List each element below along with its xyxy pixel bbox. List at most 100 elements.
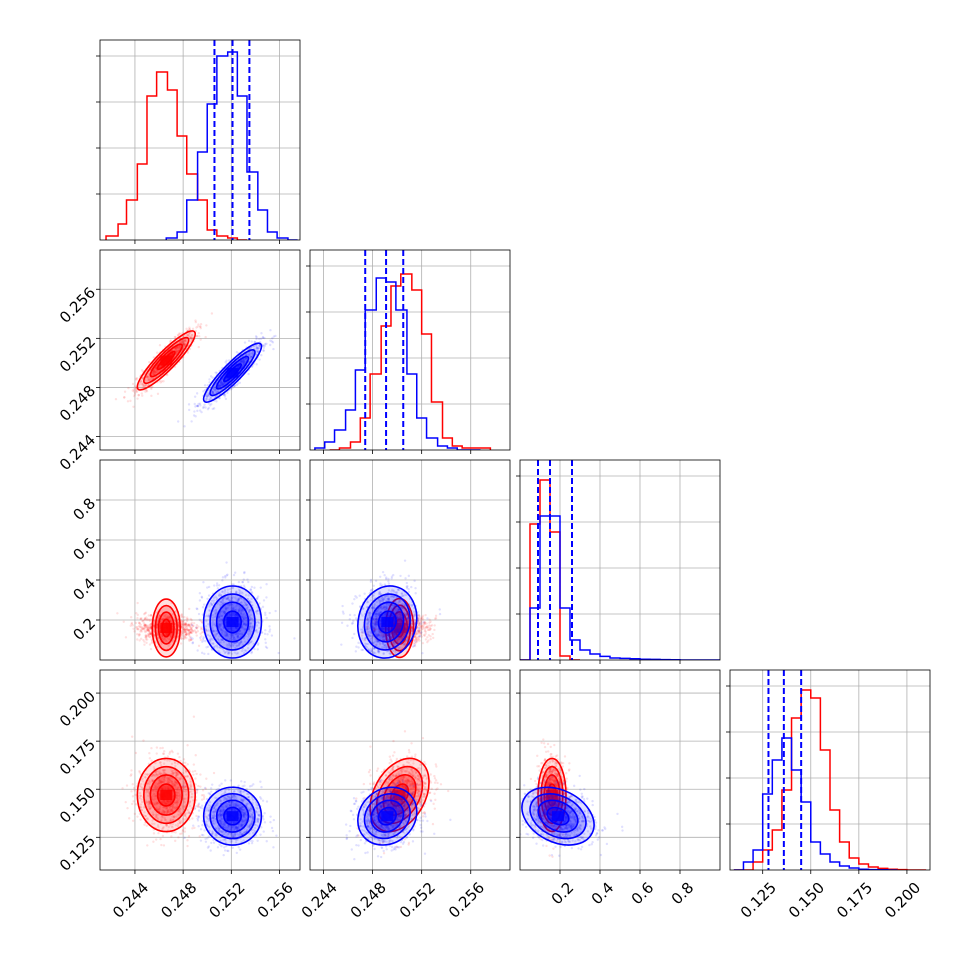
scatter-point	[138, 639, 141, 642]
scatter-point	[248, 352, 252, 355]
scatter-point	[175, 351, 178, 355]
scatter-point	[202, 390, 205, 393]
scatter-point	[176, 635, 180, 639]
scatter-point	[148, 378, 151, 381]
scatter-point	[206, 395, 209, 398]
scatter-point	[132, 405, 135, 408]
scatter-point	[134, 387, 138, 391]
scatter-point	[208, 381, 211, 384]
scatter-point	[254, 335, 258, 338]
scatter-point	[247, 352, 251, 356]
scatter-point	[156, 645, 159, 649]
scatter-point	[269, 343, 272, 347]
scatter-point	[383, 573, 386, 577]
panel-2-1	[306, 459, 511, 664]
scatter-point	[429, 635, 432, 638]
scatter-point	[184, 630, 188, 634]
scatter-point	[149, 622, 153, 626]
scatter-point	[213, 385, 216, 389]
scatter-point	[419, 631, 423, 634]
scatter-point	[152, 634, 156, 637]
scatter-point	[144, 611, 148, 614]
scatter-point	[184, 633, 188, 637]
scatter-point	[192, 621, 196, 625]
scatter-point	[183, 343, 186, 346]
scatter-point	[183, 342, 186, 346]
scatter-point	[140, 392, 143, 395]
scatter-point	[242, 361, 245, 364]
scatter-point	[143, 623, 146, 627]
scatter-point	[212, 387, 216, 391]
scatter-point	[190, 626, 193, 630]
scatter-point	[182, 342, 185, 345]
scatter-point	[240, 359, 244, 363]
scatter-point	[183, 343, 187, 347]
scatter-point	[240, 360, 243, 363]
scatter-point	[209, 375, 213, 378]
scatter-point	[188, 332, 191, 335]
scatter-point	[195, 607, 198, 610]
scatter-point	[425, 622, 428, 625]
scatter-point	[187, 628, 191, 632]
scatter-point	[132, 390, 136, 393]
scatter-point	[348, 613, 352, 617]
scatter-point	[144, 623, 147, 626]
scatter-point	[240, 360, 244, 363]
scatter-point	[199, 404, 202, 407]
scatter-point	[369, 589, 373, 592]
scatter-point	[255, 336, 258, 339]
scatter-point	[236, 382, 240, 385]
scatter-point	[221, 383, 225, 387]
scatter-point	[182, 625, 185, 628]
scatter-point	[249, 352, 252, 356]
scatter-point	[242, 359, 246, 362]
scatter-point	[205, 395, 208, 398]
scatter-point	[167, 644, 170, 647]
scatter-point	[131, 624, 135, 627]
scatter-point	[178, 340, 182, 344]
scatter-point	[183, 340, 187, 344]
scatter-point	[248, 353, 251, 357]
scatter-point	[249, 356, 253, 359]
scatter-point	[225, 359, 228, 362]
scatter-point	[220, 382, 224, 386]
scatter-point	[195, 634, 198, 637]
scatter-point	[424, 613, 427, 617]
scatter-point	[253, 647, 256, 651]
scatter-point	[135, 390, 139, 394]
scatter-point	[195, 631, 198, 634]
scatter-point	[146, 627, 150, 631]
scatter-point	[145, 638, 149, 641]
scatter-point	[221, 383, 224, 387]
scatter-point	[155, 351, 159, 354]
scatter-point	[176, 346, 179, 349]
scatter-point	[206, 597, 209, 600]
scatter-point	[136, 601, 139, 605]
y-tick-label: 0.4	[69, 574, 99, 604]
scatter-point	[242, 362, 245, 365]
scatter-point	[250, 352, 254, 355]
scatter-point	[134, 377, 138, 380]
scatter-point	[132, 627, 135, 631]
scatter-point	[198, 592, 202, 595]
scatter-point	[174, 347, 177, 350]
scatter-point	[383, 583, 387, 586]
scatter-point	[180, 340, 183, 343]
scatter-point	[270, 634, 274, 637]
scatter-point	[186, 333, 190, 337]
scatter-point	[136, 627, 139, 631]
scatter-point	[139, 637, 143, 640]
scatter-point	[203, 388, 207, 392]
scatter-point	[185, 633, 188, 636]
scatter-point	[187, 335, 191, 338]
scatter-point	[142, 384, 145, 387]
scatter-point	[147, 633, 151, 636]
scatter-point	[180, 613, 183, 617]
scatter-point	[203, 403, 206, 406]
density-peak	[226, 367, 239, 378]
scatter-point	[429, 620, 432, 623]
scatter-point	[216, 389, 220, 393]
scatter-point	[177, 345, 180, 349]
scatter-point	[143, 612, 147, 615]
scatter-point	[241, 359, 244, 362]
